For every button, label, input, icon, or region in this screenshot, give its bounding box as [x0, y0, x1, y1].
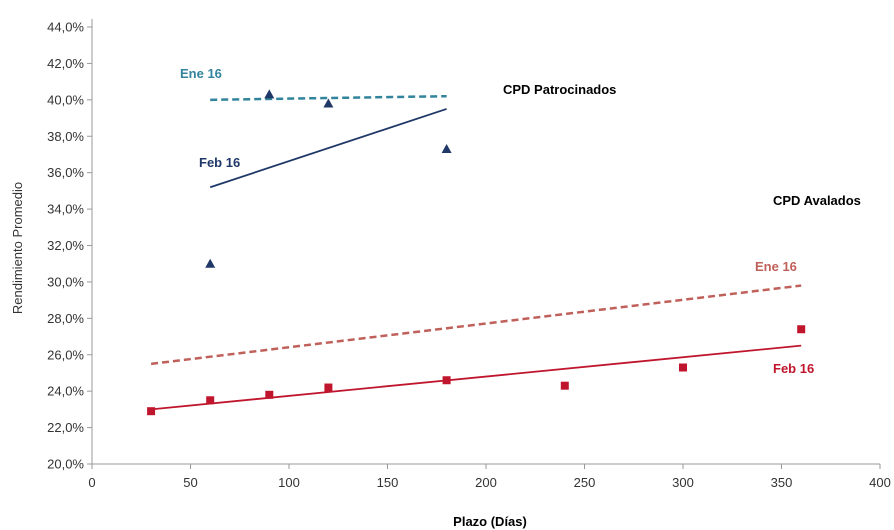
x-tick-label: 250 — [574, 475, 596, 490]
y-axis-title: Rendimiento Promedio — [10, 182, 25, 314]
data-point-square — [265, 390, 274, 399]
y-tick-label: 24,0% — [47, 384, 84, 399]
trendline-label-patrocinados-feb: Feb 16 — [199, 155, 240, 170]
data-point-triangle — [264, 89, 275, 99]
x-tick-label: 200 — [475, 475, 497, 490]
y-tick-label: 28,0% — [47, 311, 84, 326]
x-axis-title: Plazo (Días) — [453, 514, 527, 529]
y-tick-label: 38,0% — [47, 129, 84, 144]
data-points — [147, 89, 806, 416]
y-tick-label: 34,0% — [47, 202, 84, 217]
y-tick-label: 44,0% — [47, 20, 84, 35]
annotations: CPD Patrocinados CPD Avalados Ene 16 Feb 16… — [180, 66, 861, 376]
data-point-triangle — [205, 258, 216, 268]
x-tick-label: 150 — [377, 475, 399, 490]
data-point-square — [797, 325, 806, 334]
group-label-patrocinados: CPD Patrocinados — [503, 82, 616, 97]
group-label-avalados: CPD Avalados — [773, 193, 861, 208]
y-tick-label: 30,0% — [47, 274, 84, 289]
axes: 20,0% 22,0% 24,0% 26,0% 28,0% 30,0% 32,0% 34,0%… — [47, 19, 891, 490]
x-tick-label: 400 — [869, 475, 891, 490]
trendline — [151, 344, 802, 411]
trendline — [150, 284, 802, 366]
x-tick-label: 300 — [672, 475, 694, 490]
data-point-square — [679, 363, 687, 372]
data-point-square — [324, 383, 333, 392]
x-tick-label: 350 — [771, 475, 793, 490]
y-tick-label: 26,0% — [47, 347, 84, 362]
trendline-label-avalados-feb: Feb 16 — [773, 361, 814, 376]
trendline — [209, 108, 447, 189]
x-tick-label: 0 — [88, 475, 95, 490]
trendlines — [150, 94, 802, 411]
trendline — [210, 94, 447, 102]
y-tick-label: 20,0% — [47, 457, 84, 472]
data-point-square — [206, 396, 215, 405]
data-point-square — [147, 407, 156, 416]
trendline-label-patrocinados-ene: Ene 16 — [180, 66, 222, 81]
y-tick-label: 42,0% — [47, 56, 84, 71]
data-point-triangle — [323, 98, 334, 108]
data-point-square — [560, 381, 569, 390]
y-tick-label: 36,0% — [47, 165, 84, 180]
data-point-triangle — [441, 143, 452, 153]
data-point-square — [442, 376, 451, 385]
trendline-label-avalados-ene: Ene 16 — [755, 259, 797, 274]
y-tick-label: 22,0% — [47, 420, 84, 435]
y-tick-label: 32,0% — [47, 238, 84, 253]
x-tick-label: 100 — [278, 475, 300, 490]
x-tick-label: 50 — [183, 475, 197, 490]
y-tick-label: 40,0% — [47, 92, 84, 107]
